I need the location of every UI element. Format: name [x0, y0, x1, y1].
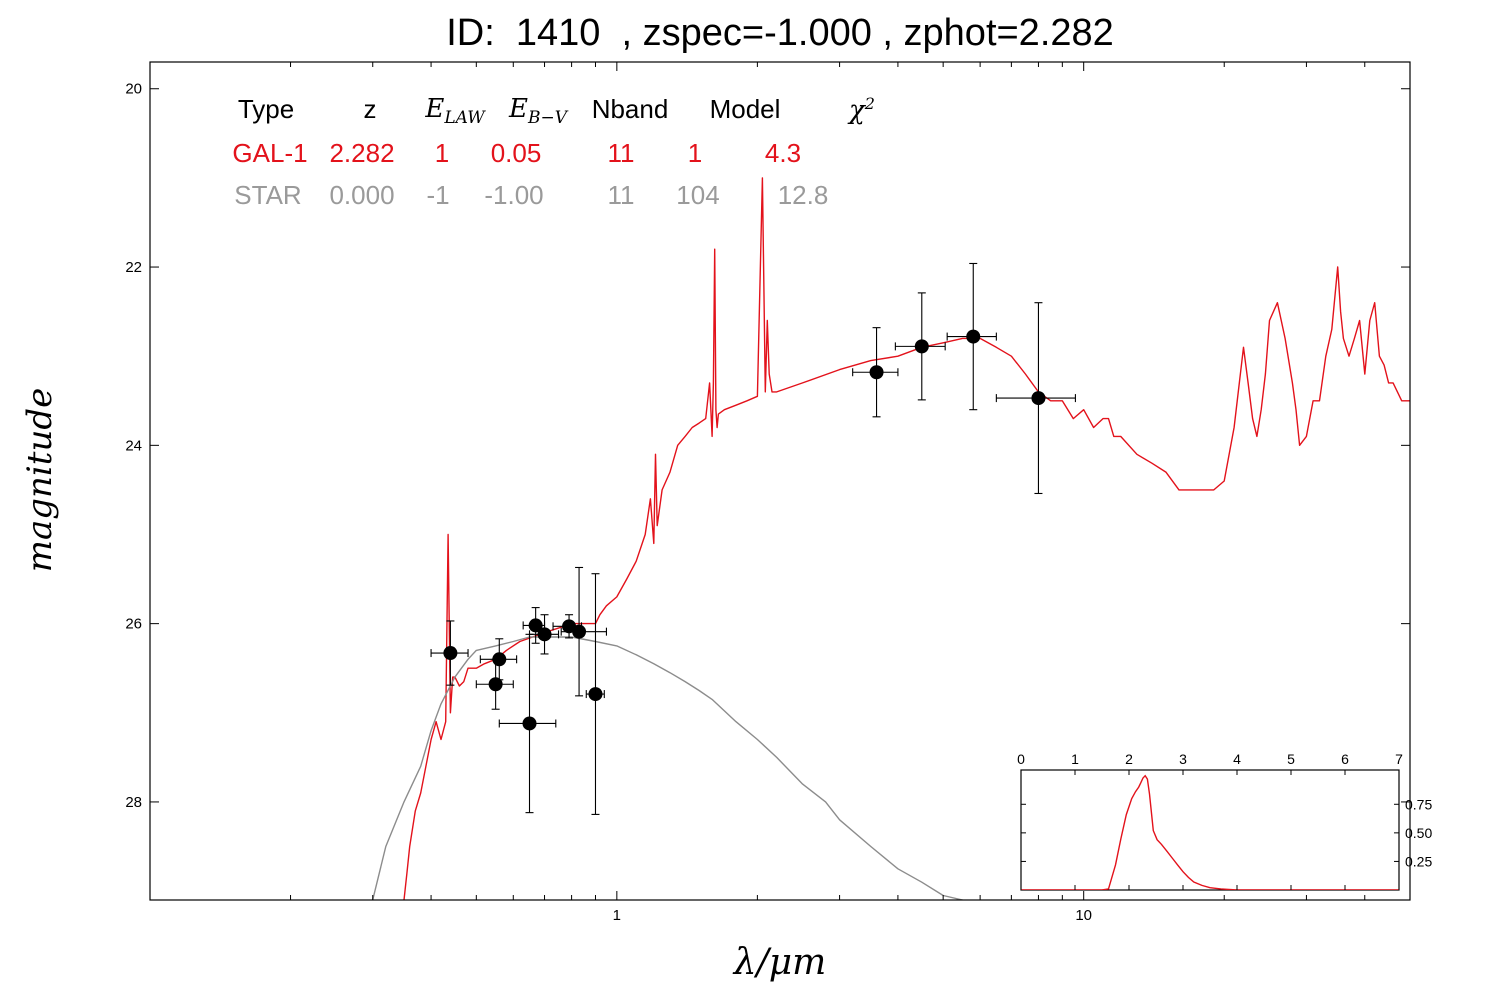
- gal-model: 1: [687, 138, 703, 168]
- data-point-marker: [869, 365, 884, 380]
- data-point: [522, 607, 546, 644]
- y-tick-label: 22: [125, 259, 142, 276]
- inset-x-tick-label: 6: [1341, 751, 1349, 767]
- data-point: [560, 566, 607, 697]
- star-elaw: -1: [426, 180, 450, 210]
- y-tick-label: 20: [125, 81, 142, 98]
- inset-x-tick-label: 4: [1233, 751, 1241, 767]
- star-chi2: 12.8: [777, 180, 829, 210]
- plot-frame: [149, 61, 1411, 901]
- table-header-elaw: ELAW: [425, 94, 485, 129]
- data-point-marker: [1031, 391, 1046, 406]
- data-point-marker: [522, 716, 537, 731]
- x-tick-label: 1: [613, 907, 621, 924]
- data-point: [852, 327, 899, 418]
- data-point: [946, 262, 997, 411]
- table-header-chi2: χ2: [849, 94, 875, 126]
- gal-type: GAL-1: [232, 138, 308, 168]
- gal-nband: 11: [607, 138, 635, 168]
- inset-x-tick-label: 3: [1179, 751, 1187, 767]
- data-point-marker: [528, 618, 543, 633]
- table-header-ebv: EB−V: [509, 94, 567, 129]
- inset-x-tick-label: 0: [1017, 751, 1025, 767]
- inset-x-tick-label: 2: [1125, 751, 1133, 767]
- data-point-marker: [572, 624, 587, 639]
- table-header-nband: Nband: [591, 94, 669, 124]
- data-point-marker: [443, 646, 458, 661]
- gal-elaw: 1: [434, 138, 450, 168]
- inset-x-tick-label: 7: [1395, 751, 1403, 767]
- gal-ebv: 0.05: [490, 138, 542, 168]
- data-point-marker: [966, 329, 981, 344]
- data-point: [430, 620, 469, 686]
- star-nband: 11: [607, 180, 635, 210]
- pdz-curve: [1021, 774, 1399, 890]
- y-tick-label: 28: [125, 794, 142, 811]
- inset-x-tick-label: 5: [1287, 751, 1295, 767]
- gal-z: 2.282: [329, 138, 395, 168]
- star-type: STAR: [234, 180, 302, 210]
- gal-chi2: 4.3: [764, 138, 802, 168]
- data-point: [475, 658, 514, 710]
- inset-y-tick-label: 0.75: [1405, 796, 1432, 812]
- inset-x-tick-label: 1: [1071, 751, 1079, 767]
- y-tick-label: 26: [125, 616, 142, 633]
- data-point-marker: [914, 339, 929, 354]
- pdz-inset-frame: [1020, 769, 1400, 891]
- star-model: 104: [676, 180, 720, 210]
- series-line-star: [372, 636, 965, 900]
- data-point: [479, 638, 518, 681]
- data-point: [995, 302, 1076, 495]
- x-tick-label: 10: [1075, 907, 1092, 924]
- y-tick-label: 24: [125, 437, 142, 454]
- data-point: [894, 292, 946, 401]
- data-point: [528, 614, 560, 655]
- inset-y-tick-label: 0.50: [1405, 825, 1432, 841]
- x-axis-label: λ/μm: [733, 942, 827, 983]
- star-z: 0.000: [329, 180, 395, 210]
- data-point: [585, 573, 605, 815]
- star-ebv: -1.00: [484, 180, 544, 210]
- chart-title: ID: 1410 , zspec=-1.000 , zphot=2.282: [446, 12, 1114, 54]
- data-point-marker: [492, 652, 507, 667]
- data-point-marker: [537, 627, 552, 642]
- data-point-marker: [588, 687, 603, 702]
- table-header-model: Model: [709, 94, 781, 124]
- series-line-gal-1: [403, 177, 1410, 900]
- data-point: [498, 633, 557, 814]
- table-header-z: z: [363, 94, 377, 124]
- inset-y-tick-label: 0.25: [1405, 853, 1432, 869]
- table-header-type: Type: [237, 94, 295, 124]
- data-point-marker: [488, 677, 503, 692]
